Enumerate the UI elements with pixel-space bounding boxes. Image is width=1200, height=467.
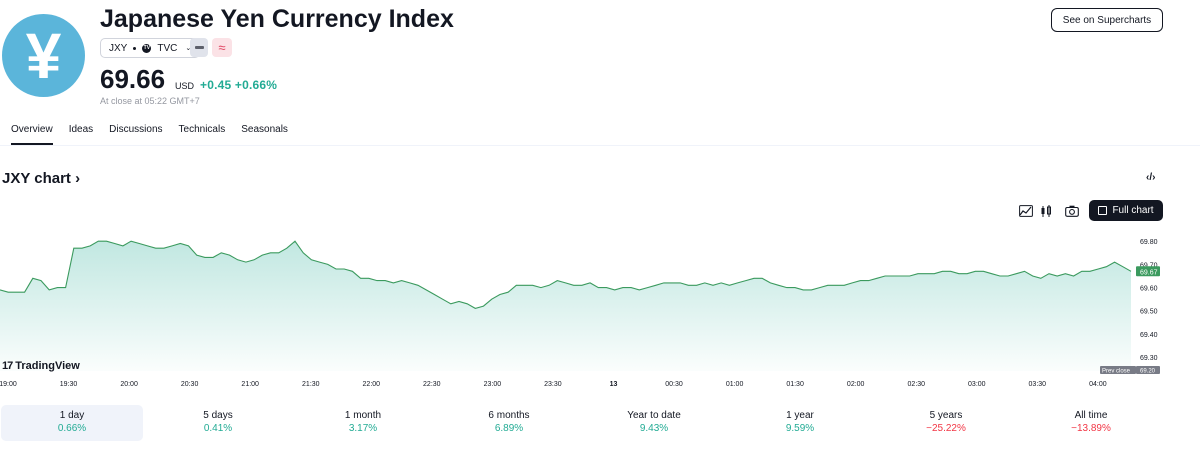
range-6-months[interactable]: 6 months 6.89% bbox=[438, 405, 580, 441]
last-price: 69.66 bbox=[100, 64, 166, 94]
price-change: +0.45 +0.66% bbox=[200, 78, 278, 92]
page-title: Japanese Yen Currency Index bbox=[100, 5, 454, 33]
y-tick-label: 69.80 bbox=[1140, 239, 1158, 246]
range-value: −13.89% bbox=[1071, 423, 1111, 434]
prev-close-value-marker bbox=[1136, 366, 1160, 374]
y-tick-label: 69.50 bbox=[1140, 309, 1158, 316]
ticker-exchange-selector[interactable]: JXY TV TVC ⌄ bbox=[100, 38, 201, 58]
exchange-name: TVC bbox=[157, 42, 178, 54]
range-value: 9.43% bbox=[639, 423, 669, 434]
range-label: 1 year bbox=[786, 410, 814, 421]
x-tick-label: 19:30 bbox=[60, 381, 78, 388]
area-chart-icon bbox=[1019, 205, 1033, 217]
y-tick-label: 69.40 bbox=[1140, 332, 1158, 339]
current-price-marker bbox=[1136, 266, 1160, 277]
fullscreen-icon bbox=[1098, 206, 1108, 215]
tradingview-mark-icon: 17 bbox=[2, 360, 13, 372]
price-area-fill bbox=[0, 241, 1131, 371]
chart-section-title[interactable]: JXY chart › bbox=[2, 170, 81, 187]
x-tick-label: 20:30 bbox=[181, 381, 199, 388]
range-label: 1 day bbox=[59, 410, 85, 421]
exchange-icon: TV bbox=[142, 43, 152, 53]
tab-technicals[interactable]: Technicals bbox=[178, 124, 226, 135]
x-tick-label: 03:00 bbox=[968, 381, 986, 388]
range-value: 3.17% bbox=[348, 423, 378, 434]
full-chart-label: Full chart bbox=[1112, 205, 1154, 216]
x-tick-label: 01:30 bbox=[786, 381, 804, 388]
ticker-symbol: JXY bbox=[109, 42, 128, 54]
performance-ranges: 1 day 0.66% 5 days 0.41% 1 month 3.17% 6… bbox=[0, 405, 1200, 441]
area-chart-style-button[interactable] bbox=[1016, 201, 1036, 221]
tabs-divider bbox=[0, 145, 1200, 146]
x-tick-label: 20:00 bbox=[120, 381, 138, 388]
close-time-note: At close at 05:22 GMT+7 bbox=[100, 96, 200, 106]
x-tick-label: 21:00 bbox=[241, 381, 259, 388]
range-value: 0.41% bbox=[203, 423, 233, 434]
range-label: 5 years bbox=[929, 410, 963, 421]
current-price-label: 69.67 bbox=[1140, 269, 1158, 276]
tradingview-logo[interactable]: 17 TradingView bbox=[2, 360, 80, 372]
range-value: 6.89% bbox=[494, 423, 524, 434]
x-tick-label: 21:30 bbox=[302, 381, 320, 388]
x-tick-label: 02:00 bbox=[847, 381, 865, 388]
range-year-to-date[interactable]: Year to date 9.43% bbox=[583, 405, 725, 441]
range-value: 0.66% bbox=[57, 423, 87, 434]
x-tick-label: 23:00 bbox=[484, 381, 502, 388]
separator-dot bbox=[133, 46, 137, 50]
range-label: 6 months bbox=[488, 410, 530, 421]
range-label: 1 month bbox=[344, 410, 382, 421]
x-tick-label: 23:30 bbox=[544, 381, 562, 388]
chevron-down-icon: ⌄ bbox=[185, 45, 192, 52]
tab-seasonals[interactable]: Seasonals bbox=[241, 124, 288, 135]
yen-glyph: ¥ bbox=[25, 19, 62, 92]
price-line bbox=[0, 240, 1132, 309]
symbol-tabs: Overview Ideas Discussions Technicals Se… bbox=[11, 124, 304, 145]
x-tick-label: 03:30 bbox=[1029, 381, 1047, 388]
x-tick-label: 01:00 bbox=[726, 381, 744, 388]
candles-chart-style-button[interactable] bbox=[1036, 201, 1056, 221]
full-chart-button[interactable]: Full chart bbox=[1089, 200, 1163, 221]
prev-close-label: Prev close bbox=[1102, 369, 1131, 375]
wave-icon: ≈ bbox=[218, 40, 226, 55]
range-label: 5 days bbox=[203, 410, 233, 421]
prev-close-value: 69.20 bbox=[1140, 369, 1156, 375]
x-tick-label: 02:30 bbox=[908, 381, 926, 388]
range-1-day[interactable]: 1 day 0.66% bbox=[1, 405, 143, 441]
range-5-days[interactable]: 5 days 0.41% bbox=[147, 405, 289, 441]
snapshot-button[interactable] bbox=[1062, 201, 1082, 221]
x-tick-label: 22:30 bbox=[423, 381, 441, 388]
range-1-month[interactable]: 1 month 3.17% bbox=[292, 405, 434, 441]
prev-close-marker bbox=[1100, 366, 1136, 374]
range-value: 9.59% bbox=[785, 423, 815, 434]
price-currency: USD bbox=[175, 81, 195, 91]
x-tick-label: 04:00 bbox=[1089, 381, 1107, 388]
range-1-year[interactable]: 1 year 9.59% bbox=[729, 405, 871, 441]
volatility-badge[interactable]: ≈ bbox=[212, 38, 232, 57]
tradingview-wordmark: TradingView bbox=[15, 360, 80, 372]
range-all-time[interactable]: All time −13.89% bbox=[1020, 405, 1162, 441]
see-on-supercharts-button[interactable]: See on Supercharts bbox=[1051, 8, 1163, 32]
camera-icon bbox=[1065, 205, 1079, 217]
x-tick-label: 19:00 bbox=[0, 381, 17, 388]
x-tick-label: 00:30 bbox=[665, 381, 683, 388]
range-value: −25.22% bbox=[926, 423, 966, 434]
range-label: Year to date bbox=[627, 410, 681, 421]
y-tick-label: 69.70 bbox=[1140, 262, 1158, 269]
range-label: All time bbox=[1074, 410, 1108, 421]
market-closed-badge[interactable] bbox=[190, 38, 208, 57]
y-tick-label: 69.60 bbox=[1140, 286, 1158, 293]
tab-discussions[interactable]: Discussions bbox=[109, 124, 163, 135]
embed-code-icon[interactable]: ‹/› bbox=[1146, 172, 1156, 183]
x-tick-label: 13 bbox=[610, 381, 618, 388]
candlestick-icon bbox=[1041, 204, 1051, 217]
y-tick-label: 69.30 bbox=[1140, 355, 1158, 362]
tab-overview[interactable]: Overview bbox=[11, 124, 53, 145]
x-tick-label: 22:00 bbox=[363, 381, 381, 388]
price-area-chart[interactable]: 69.80 69.70 69.60 69.50 69.40 69.30 69.67 Prev … bbox=[0, 225, 1200, 390]
tab-ideas[interactable]: Ideas bbox=[68, 124, 94, 135]
yen-logo: ¥ bbox=[2, 14, 85, 97]
dash-icon bbox=[194, 46, 204, 49]
range-5-years[interactable]: 5 years −25.22% bbox=[875, 405, 1017, 441]
